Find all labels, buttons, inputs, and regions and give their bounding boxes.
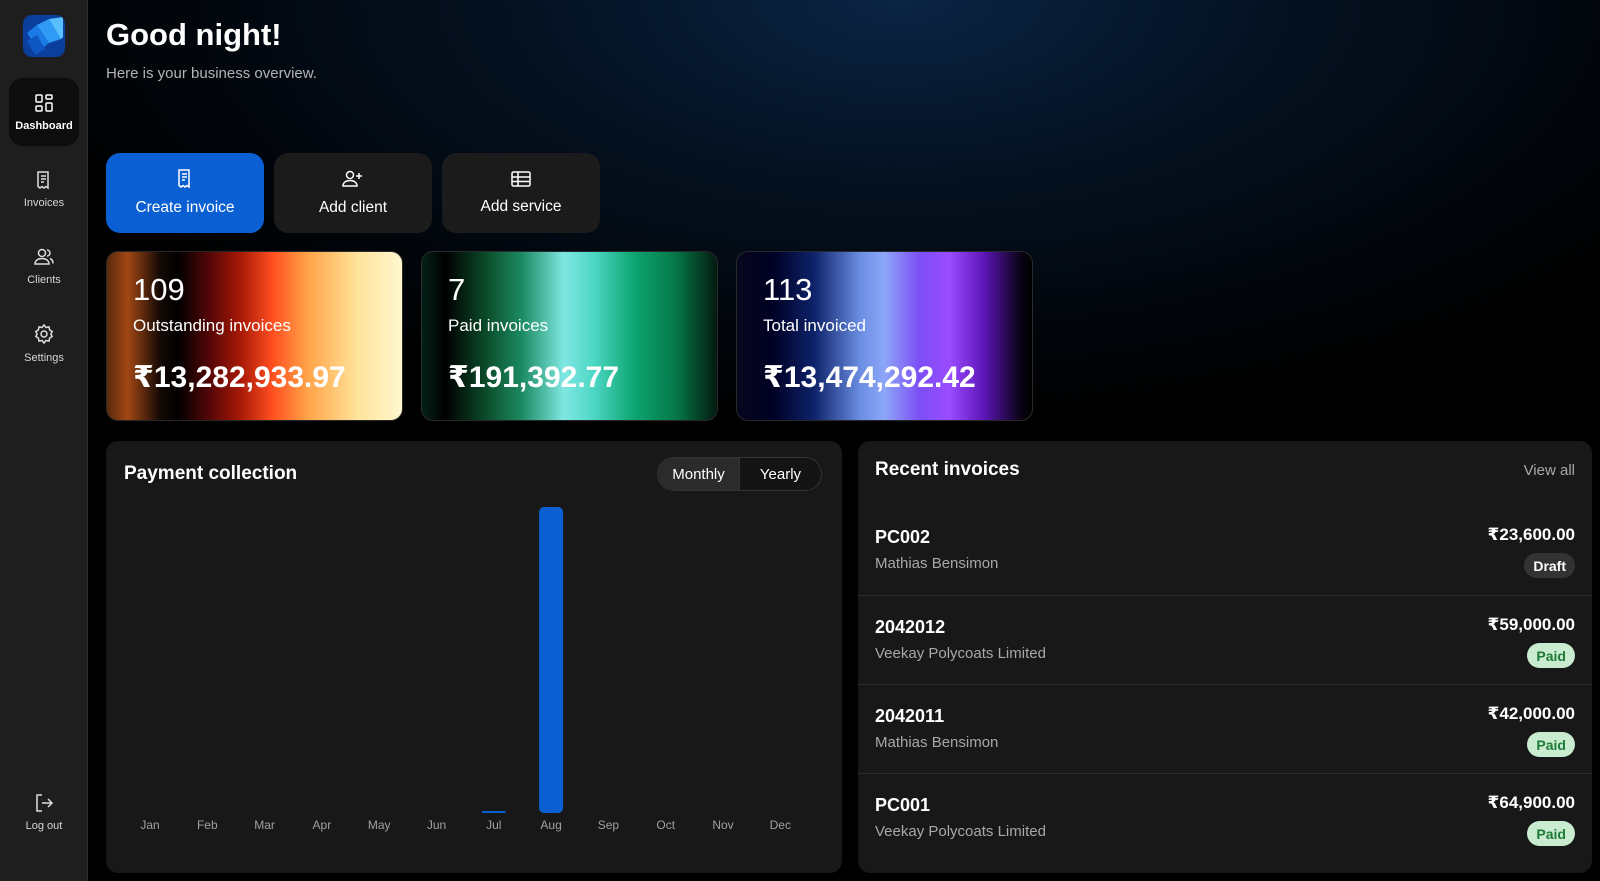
view-all-link[interactable]: View all: [1523, 462, 1575, 479]
x-tick-label: Mar: [254, 818, 275, 832]
toggle-monthly[interactable]: Monthly: [658, 458, 739, 490]
sidebar-item-settings[interactable]: Settings: [9, 309, 79, 377]
sidebar-item-label: Clients: [27, 273, 61, 286]
sidebar-item-label: Dashboard: [15, 119, 73, 132]
stat-count: 7: [448, 272, 466, 307]
x-tick-label: May: [368, 818, 391, 832]
x-tick-label: Oct: [656, 818, 675, 832]
x-tick-label: Feb: [197, 818, 218, 832]
invoice-amount: ₹42,000.00: [1487, 704, 1575, 723]
invoice-amount: ₹23,600.00: [1487, 525, 1575, 544]
sidebar-item-label: Settings: [24, 351, 64, 364]
stat-card-paid[interactable]: 7 Paid invoices ₹191,392.77: [421, 251, 718, 421]
stat-amount: ₹13,282,933.97: [133, 361, 346, 394]
stat-label: Outstanding invoices: [133, 316, 291, 335]
x-tick-label: Dec: [770, 818, 791, 832]
stat-card-outstanding[interactable]: 109 Outstanding invoices ₹13,282,933.97: [106, 251, 403, 421]
app-logo[interactable]: [23, 15, 65, 57]
invoice-number: 2042011: [875, 706, 945, 726]
settings-icon: [34, 323, 54, 344]
invoice-row[interactable]: PC002 Mathias Bensimon ₹23,600.00 Draft: [858, 506, 1592, 595]
stat-amount: ₹191,392.77: [448, 361, 620, 394]
stat-count: 113: [763, 272, 813, 307]
x-tick-label: Jun: [427, 818, 446, 832]
recent-invoices-panel: Recent invoices View all PC002 Mathias B…: [858, 441, 1592, 873]
dashboard-icon: [35, 93, 53, 112]
sidebar-item-clients[interactable]: Clients: [9, 232, 79, 300]
add-client-button[interactable]: Add client: [274, 153, 432, 233]
chart-bar-aug[interactable]: [539, 507, 564, 813]
user-plus-icon: [342, 170, 362, 187]
period-toggle: Monthly Yearly: [657, 457, 822, 491]
stat-label: Total invoiced: [763, 316, 867, 335]
invoice-icon: [37, 170, 49, 189]
invoice-row[interactable]: 2042012 Veekay Polycoats Limited ₹59,000…: [858, 595, 1592, 684]
page-title: Good night!: [106, 17, 282, 52]
toggle-yearly[interactable]: Yearly: [739, 458, 821, 490]
invoice-row[interactable]: PC001 Veekay Polycoats Limited ₹64,900.0…: [858, 773, 1592, 862]
invoice-row[interactable]: 2042011 Mathias Bensimon ₹42,000.00 Paid: [858, 684, 1592, 773]
add-service-label: Add service: [480, 198, 562, 215]
status-badge: Paid: [1527, 821, 1575, 846]
add-service-button[interactable]: Add service: [442, 153, 600, 233]
x-tick-label: Sep: [598, 818, 620, 832]
sidebar-item-label: Invoices: [23, 196, 65, 209]
status-badge: Draft: [1524, 553, 1575, 578]
invoice-client: Mathias Bensimon: [875, 734, 999, 751]
clients-icon: [34, 248, 54, 265]
recent-invoices-title: Recent invoices: [875, 459, 1020, 480]
sidebar-item-invoices[interactable]: Invoices: [9, 155, 79, 223]
stat-count: 109: [133, 272, 185, 307]
create-invoice-button[interactable]: Create invoice: [106, 153, 264, 233]
payment-collection-title: Payment collection: [124, 463, 298, 484]
invoice-client: Mathias Bensimon: [875, 555, 999, 572]
status-badge: Paid: [1527, 732, 1575, 757]
invoice-number: PC002: [875, 527, 931, 547]
x-tick-label: Aug: [540, 818, 561, 832]
x-tick-label: Apr: [313, 818, 332, 832]
invoice-amount: ₹59,000.00: [1487, 615, 1575, 634]
invoice-client: Veekay Polycoats Limited: [875, 823, 1046, 840]
invoice-client: Veekay Polycoats Limited: [875, 645, 1046, 662]
page-subtitle: Here is your business overview.: [106, 65, 317, 82]
stat-card-total[interactable]: 113 Total invoiced ₹13,474,292.42: [736, 251, 1033, 421]
x-tick-label: Jan: [140, 818, 159, 832]
table-icon: [511, 171, 531, 187]
create-invoice-label: Create invoice: [135, 199, 235, 216]
stat-amount: ₹13,474,292.42: [763, 361, 976, 394]
chart-bar-jul[interactable]: [481, 811, 506, 813]
logout-button[interactable]: Log out: [9, 778, 79, 846]
payment-bar-chart: Jan Feb Mar Apr May Jun Jul Aug Sep Oct Nov Dec: [140, 507, 791, 832]
logout-label: Log out: [25, 819, 63, 832]
invoice-amount: ₹64,900.00: [1487, 793, 1575, 812]
x-tick-label: Jul: [486, 818, 501, 832]
sidebar: Dashboard Invoices Clients Settings Log …: [0, 0, 88, 881]
stat-label: Paid invoices: [448, 316, 549, 335]
status-badge: Paid: [1527, 643, 1575, 668]
invoice-number: PC001: [875, 795, 931, 815]
invoice-number: 2042012: [875, 617, 946, 637]
payment-collection-panel: Payment collection Monthly Yearly Jan Feb…: [106, 441, 842, 873]
x-tick-label: Nov: [712, 818, 733, 832]
logout-icon: [36, 793, 54, 812]
receipt-icon: [178, 169, 190, 189]
sidebar-item-dashboard[interactable]: Dashboard: [9, 78, 79, 146]
add-client-label: Add client: [318, 199, 388, 216]
